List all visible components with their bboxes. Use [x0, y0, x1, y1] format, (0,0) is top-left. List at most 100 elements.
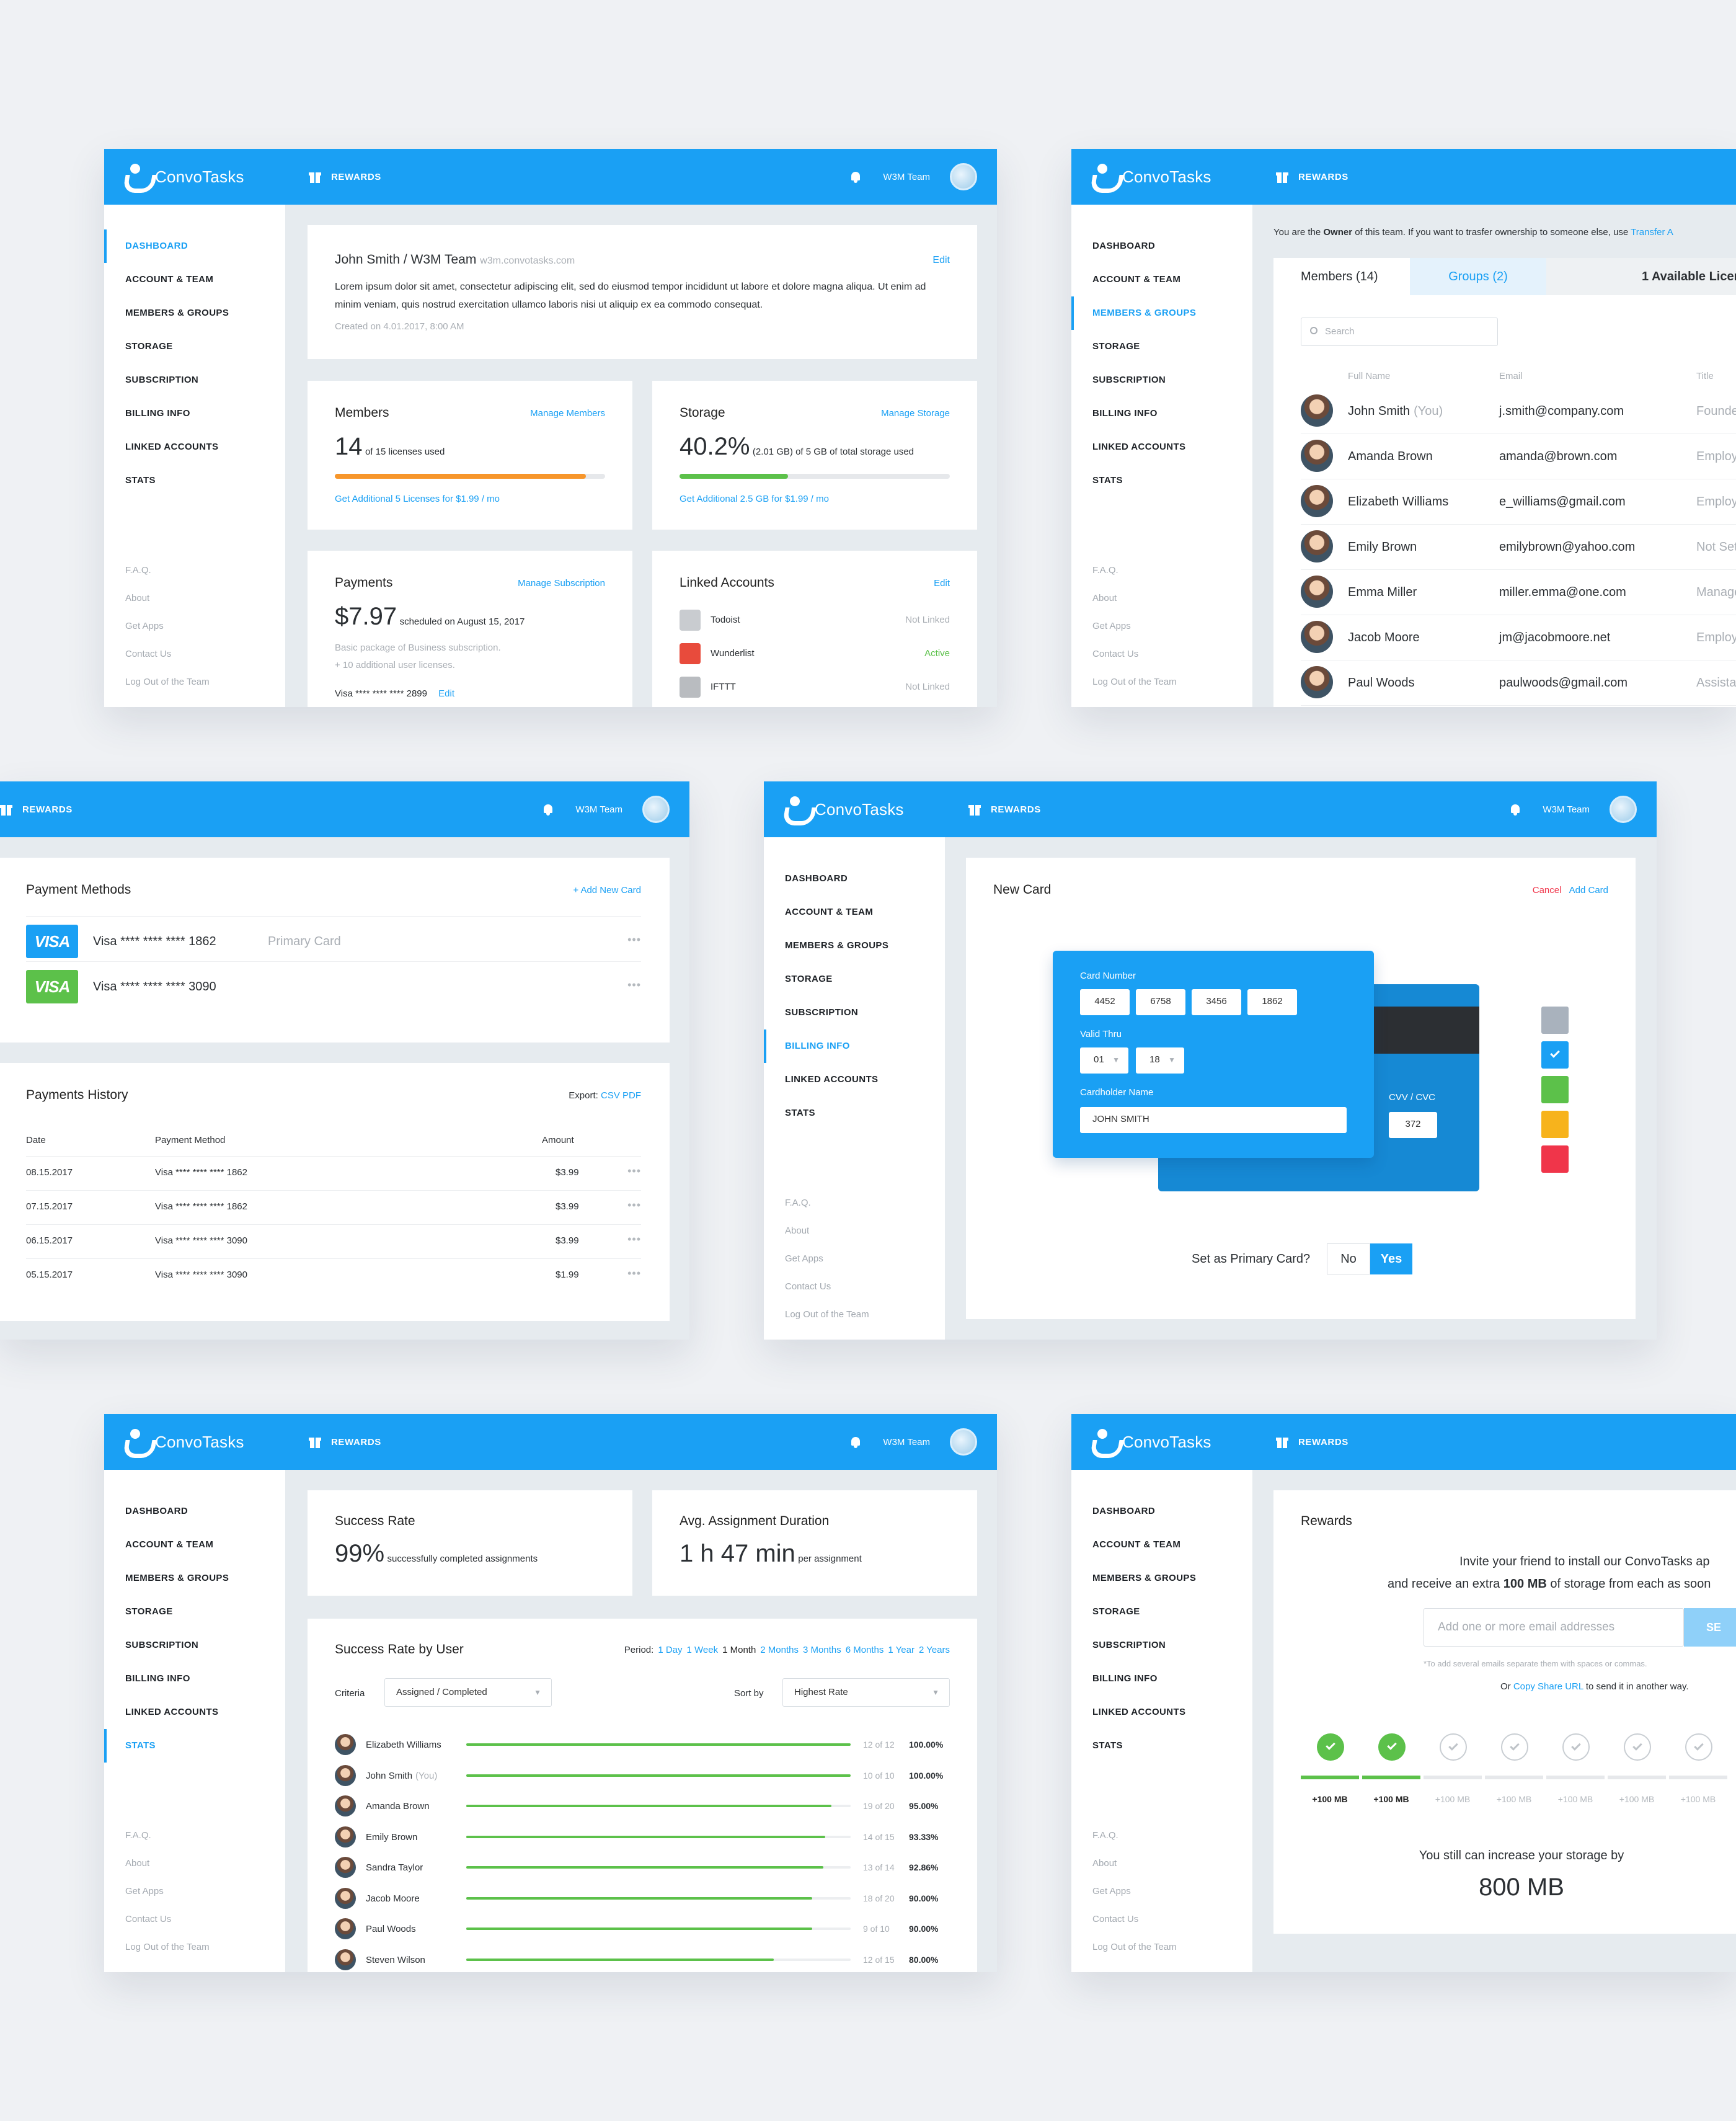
- more-options-icon[interactable]: •••: [627, 1267, 641, 1279]
- footer-get-apps[interactable]: Get Apps: [125, 621, 164, 631]
- footer-about[interactable]: About: [125, 593, 150, 603]
- sidebar-item-dashboard[interactable]: DASHBOARD: [785, 873, 848, 884]
- month-select[interactable]: 01 ▼: [1080, 1047, 1128, 1074]
- team-label[interactable]: W3M Team: [1543, 804, 1590, 815]
- footer-get-apps[interactable]: Get Apps: [785, 1253, 823, 1264]
- year-select[interactable]: 18 ▼: [1136, 1047, 1184, 1074]
- sidebar-item-linked[interactable]: LINKED ACCOUNTS: [125, 1707, 219, 1717]
- more-options-icon[interactable]: •••: [627, 1165, 641, 1177]
- color-swatch[interactable]: [1541, 1007, 1569, 1034]
- primary-yes-button[interactable]: Yes: [1370, 1243, 1412, 1274]
- export-csv-link[interactable]: CSV: [600, 1090, 620, 1101]
- rewards-link[interactable]: REWARDS: [1276, 149, 1348, 205]
- sidebar-item-billing[interactable]: BILLING INFO: [125, 408, 190, 419]
- period-option[interactable]: 6 Months: [845, 1645, 884, 1655]
- sidebar-item-members[interactable]: MEMBERS & GROUPS: [785, 940, 889, 951]
- sidebar-item-linked[interactable]: LINKED ACCOUNTS: [125, 442, 219, 452]
- sidebar-item-stats[interactable]: STATS: [1092, 475, 1123, 486]
- sidebar-item-storage[interactable]: STORAGE: [125, 341, 173, 352]
- account-edit-link[interactable]: Edit: [932, 255, 950, 265]
- sidebar-item-dashboard[interactable]: DASHBOARD: [125, 1506, 188, 1516]
- export-pdf-link[interactable]: PDF: [622, 1090, 641, 1101]
- more-options-icon[interactable]: •••: [627, 933, 641, 946]
- period-option[interactable]: 1 Week: [686, 1645, 719, 1655]
- send-button[interactable]: SE: [1684, 1608, 1736, 1647]
- sidebar-item-members[interactable]: MEMBERS & GROUPS: [125, 308, 229, 318]
- footer-get-apps[interactable]: Get Apps: [1092, 621, 1131, 631]
- card-number-part-4[interactable]: 1862: [1247, 989, 1297, 1015]
- rewards-link[interactable]: REWARDS: [1276, 1414, 1348, 1470]
- sidebar-item-account[interactable]: ACCOUNT & TEAM: [1092, 274, 1181, 285]
- sidebar-item-storage[interactable]: STORAGE: [785, 974, 833, 984]
- card-number-part-3[interactable]: 3456: [1192, 989, 1241, 1015]
- footer-about[interactable]: About: [785, 1225, 810, 1236]
- logo[interactable]: ConvoTasks: [123, 1428, 244, 1456]
- period-option[interactable]: 2 Years: [918, 1645, 950, 1655]
- sidebar-item-account[interactable]: ACCOUNT & TEAM: [125, 274, 214, 285]
- logo[interactable]: ConvoTasks: [782, 795, 904, 824]
- sidebar-item-subscription[interactable]: SUBSCRIPTION: [785, 1007, 859, 1018]
- sidebar-item-stats[interactable]: STATS: [1092, 1740, 1123, 1751]
- more-options-icon[interactable]: •••: [627, 1233, 641, 1245]
- storage-offer-link[interactable]: Get Additional 2.5 GB for $1.99 / mo: [680, 494, 829, 504]
- cvv-input[interactable]: 372: [1389, 1112, 1437, 1138]
- logo[interactable]: ConvoTasks: [1090, 1428, 1211, 1456]
- color-swatch[interactable]: [1541, 1041, 1569, 1069]
- logo[interactable]: ConvoTasks: [1090, 162, 1211, 191]
- manage-subscription-link[interactable]: Manage Subscription: [518, 578, 605, 589]
- footer-logout[interactable]: Log Out of the Team: [1092, 1942, 1177, 1952]
- footer-logout[interactable]: Log Out of the Team: [1092, 677, 1177, 687]
- period-option[interactable]: 1 Year: [888, 1645, 914, 1655]
- criteria-select[interactable]: Assigned / Completed ▼: [384, 1678, 552, 1707]
- primary-no-button[interactable]: No: [1327, 1243, 1370, 1274]
- more-options-icon[interactable]: •••: [627, 1199, 641, 1211]
- invite-email-input[interactable]: Add one or more email addresses: [1424, 1608, 1684, 1647]
- footer-faq[interactable]: F.A.Q.: [125, 565, 151, 576]
- team-avatar[interactable]: [950, 1428, 977, 1456]
- sidebar-item-stats[interactable]: STATS: [125, 475, 156, 486]
- sidebar-item-storage[interactable]: STORAGE: [125, 1606, 173, 1617]
- footer-faq[interactable]: F.A.Q.: [1092, 565, 1118, 576]
- rewards-link[interactable]: REWARDS: [309, 1414, 381, 1470]
- member-name[interactable]: Jacob Moore: [1348, 631, 1420, 644]
- tab-members[interactable]: Members (14): [1273, 258, 1410, 295]
- transfer-link[interactable]: Transfer A: [1631, 227, 1673, 238]
- team-label[interactable]: W3M Team: [575, 804, 622, 815]
- sidebar-item-subscription[interactable]: SUBSCRIPTION: [125, 1640, 199, 1650]
- member-name[interactable]: Emily Brown: [1348, 540, 1417, 554]
- member-name[interactable]: Elizabeth Williams: [1348, 495, 1449, 509]
- rewards-link[interactable]: REWARDS: [968, 781, 1041, 837]
- footer-contact[interactable]: Contact Us: [125, 1914, 172, 1924]
- bell-icon[interactable]: [543, 803, 553, 816]
- footer-logout[interactable]: Log Out of the Team: [125, 1942, 210, 1952]
- sidebar-item-storage[interactable]: STORAGE: [1092, 341, 1140, 352]
- sidebar-item-linked[interactable]: LINKED ACCOUNTS: [785, 1074, 879, 1085]
- sidebar-item-members[interactable]: MEMBERS & GROUPS: [125, 1573, 229, 1583]
- sidebar-item-billing[interactable]: BILLING INFO: [764, 1029, 945, 1063]
- team-avatar[interactable]: [642, 796, 670, 823]
- team-avatar[interactable]: [1610, 796, 1637, 823]
- sidebar-item-subscription[interactable]: SUBSCRIPTION: [1092, 375, 1166, 385]
- footer-contact[interactable]: Contact Us: [1092, 649, 1139, 659]
- member-name[interactable]: Emma Miller: [1348, 585, 1417, 599]
- member-name[interactable]: Paul Woods: [1348, 676, 1415, 690]
- logo[interactable]: ConvoTasks: [123, 162, 244, 191]
- sidebar-item-members[interactable]: MEMBERS & GROUPS: [1071, 296, 1252, 330]
- card-number-part-1[interactable]: 4452: [1080, 989, 1130, 1015]
- sidebar-item-stats[interactable]: STATS: [785, 1108, 815, 1118]
- cancel-link[interactable]: Cancel: [1532, 885, 1562, 896]
- sort-select[interactable]: Highest Rate ▼: [782, 1678, 950, 1707]
- more-options-icon[interactable]: •••: [627, 979, 641, 991]
- period-option[interactable]: 2 Months: [760, 1645, 799, 1655]
- add-new-card-link[interactable]: + Add New Card: [573, 885, 641, 896]
- sidebar-item-billing[interactable]: BILLING INFO: [125, 1673, 190, 1684]
- payments-card-edit[interactable]: Edit: [438, 688, 455, 699]
- footer-faq[interactable]: F.A.Q.: [125, 1830, 151, 1841]
- sidebar-item-stats[interactable]: STATS: [104, 1729, 285, 1763]
- sidebar-item-dashboard[interactable]: DASHBOARD: [104, 229, 285, 263]
- footer-faq[interactable]: F.A.Q.: [1092, 1830, 1118, 1841]
- sidebar-item-billing[interactable]: BILLING INFO: [1092, 408, 1158, 419]
- sidebar-item-members[interactable]: MEMBERS & GROUPS: [1092, 1573, 1197, 1583]
- linked-edit-link[interactable]: Edit: [934, 578, 950, 589]
- sidebar-item-billing[interactable]: BILLING INFO: [1092, 1673, 1158, 1684]
